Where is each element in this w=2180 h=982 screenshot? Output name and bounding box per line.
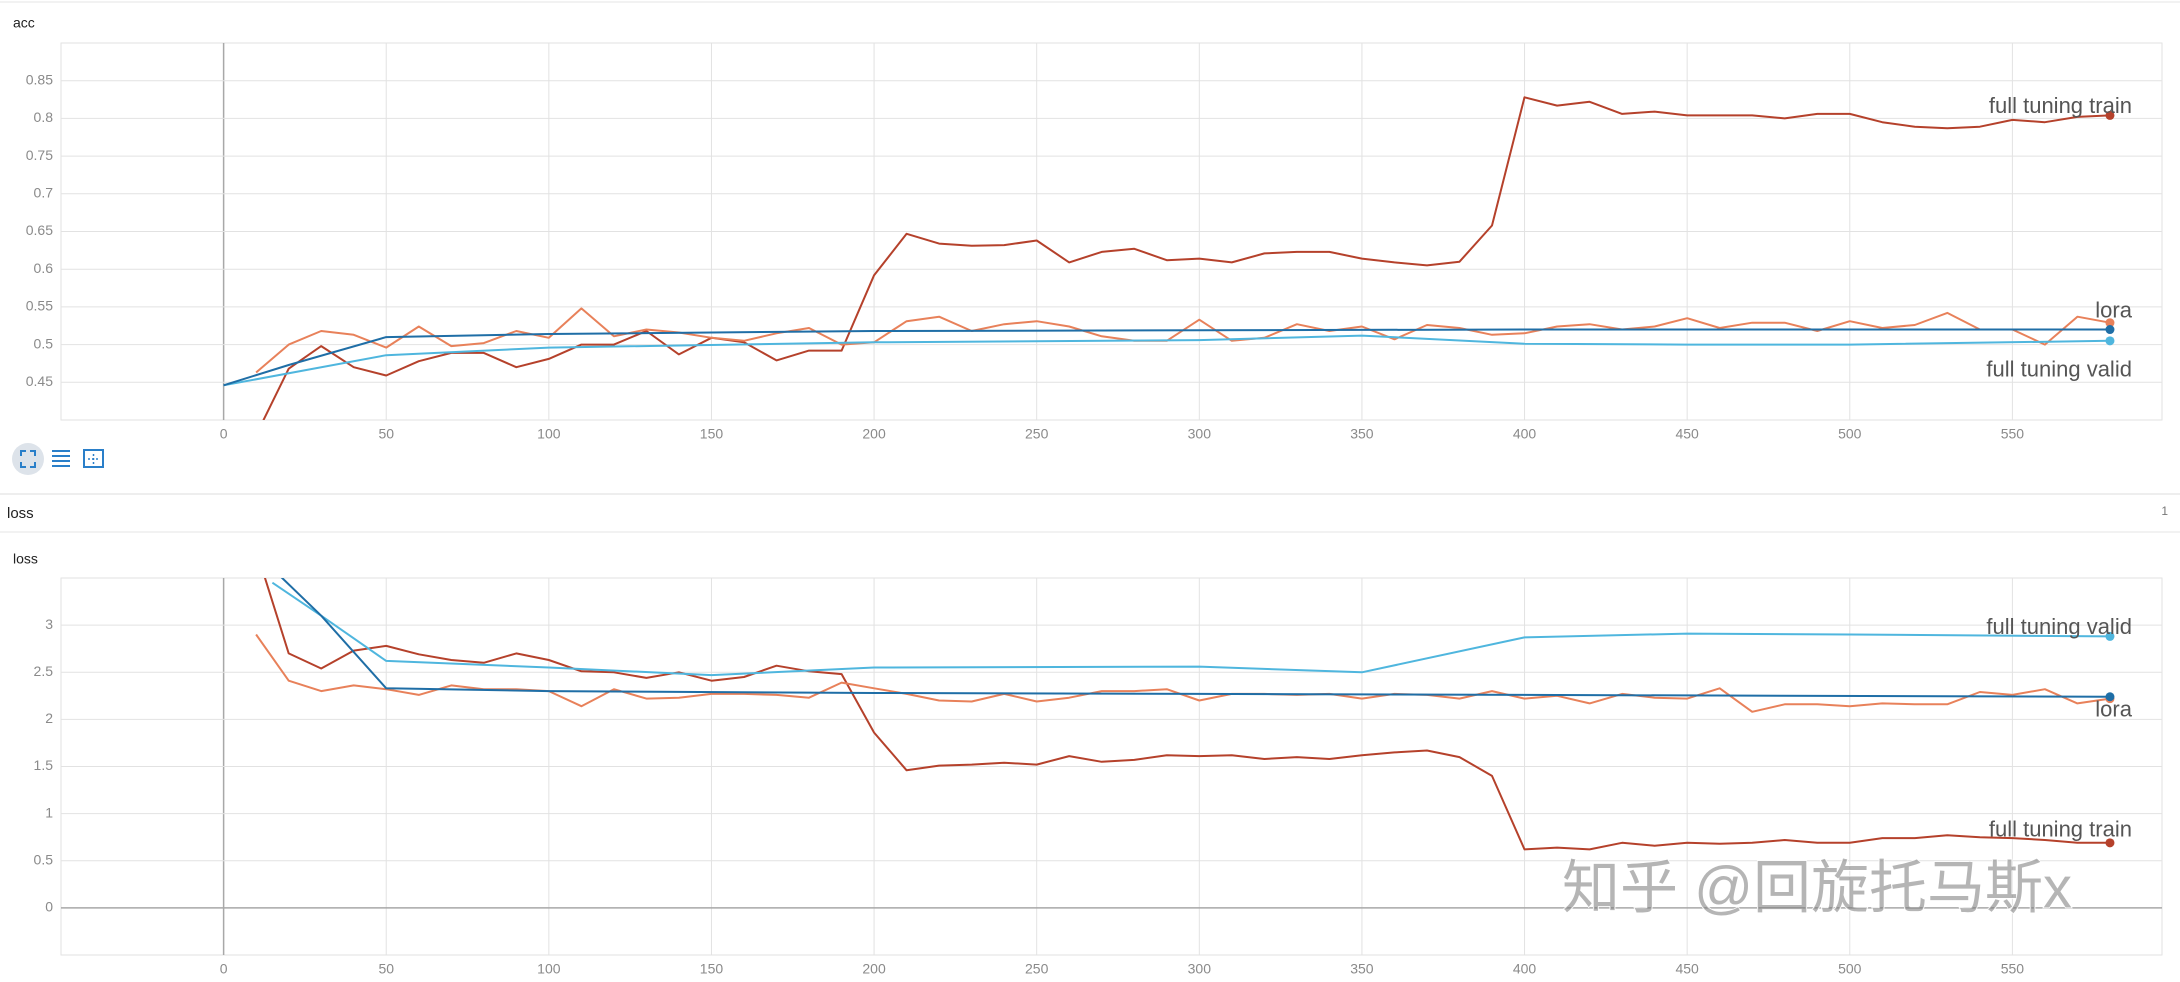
x-tick-label: 450 [1675,961,1699,977]
y-tick-label: 0.5 [34,335,54,351]
y-tick-label: 1.5 [34,757,54,773]
end-dot [2105,325,2115,335]
chart-title: loss [13,551,38,567]
plot-lines [255,578,2111,851]
y-tick-label: 0.55 [26,298,53,314]
section-title[interactable]: loss [7,505,34,522]
fit-button-bg[interactable] [12,443,44,475]
series-line [263,578,2110,851]
x-tick-label: 150 [700,961,724,977]
x-tick-label: 200 [862,426,886,442]
section-count: 1 [2161,504,2168,518]
x-tick-label: 100 [537,961,561,977]
plot-lines [223,96,2111,420]
chart-title: acc [13,15,35,31]
y-tick-label: 2 [45,710,53,726]
x-tick-label: 500 [1838,426,1862,442]
x-tick-label: 350 [1350,426,1374,442]
x-tick-label: 550 [2001,961,2025,977]
series-label: lora [2095,697,2132,722]
range-icon[interactable] [83,449,104,468]
x-tick-label: 500 [1838,961,1862,977]
series-line [223,328,2110,387]
y-tick-label: 0 [45,899,53,915]
series-label: full tuning valid [1986,357,2132,382]
x-tick-label: 450 [1675,426,1699,442]
y-tick-label: 1 [45,804,53,820]
end-dot [2105,692,2115,702]
end-dot [2105,318,2115,328]
y-tick-label: 0.45 [26,373,53,389]
x-tick-label: 0 [220,426,228,442]
log-icon[interactable] [52,450,70,467]
y-tick-label: 0.8 [34,109,54,125]
range-icon-cross[interactable] [88,454,99,464]
x-tick-label: 150 [700,426,724,442]
x-tick-label: 300 [1188,961,1212,977]
y-tick-label: 2.5 [34,663,54,679]
x-tick-label: 50 [378,961,394,977]
y-tick-label: 0.85 [26,71,53,87]
y-tick-label: 3 [45,616,53,632]
x-tick-label: 100 [537,426,561,442]
y-tick-label: 0.65 [26,222,53,238]
x-tick-label: 400 [1513,961,1537,977]
y-tick-label: 0.7 [34,185,54,201]
fit-icon[interactable] [20,450,36,468]
x-tick-label: 300 [1188,426,1212,442]
x-tick-label: 350 [1350,961,1374,977]
y-tick-label: 0.6 [34,260,54,276]
y-tick-label: 0.75 [26,147,53,163]
series-line [223,334,2111,387]
watermark: 知乎 @回旋托马斯x [1562,855,2072,920]
series-label: full tuning train [1989,817,2132,842]
end-dot [2105,838,2115,848]
end-dot [2105,110,2115,120]
series-line [271,581,2111,677]
y-tick-label: 0.5 [34,851,54,867]
series-label: full tuning valid [1986,614,2132,639]
series-line [262,96,2111,420]
x-tick-label: 550 [2001,426,2025,442]
x-tick-label: 200 [862,961,886,977]
series-line [280,578,2111,698]
toolbar [12,443,104,475]
series-label: full tuning train [1989,93,2132,118]
x-tick-label: 50 [378,426,394,442]
x-tick-label: 250 [1025,961,1049,977]
end-dot [2105,631,2115,641]
x-tick-label: 400 [1513,426,1537,442]
x-tick-label: 0 [220,961,228,977]
x-tick-label: 250 [1025,426,1049,442]
end-dot [2105,336,2115,346]
series-label: lora [2095,297,2132,322]
